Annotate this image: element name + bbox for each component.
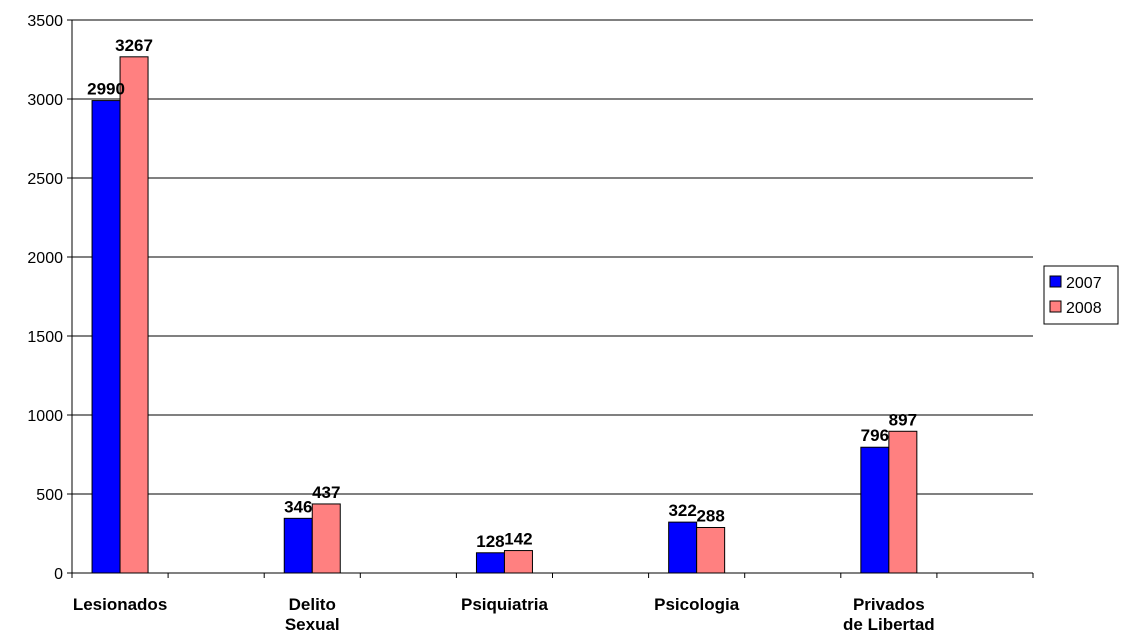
gridlines	[72, 19, 1033, 495]
category-label: Delito Sexual	[285, 595, 340, 634]
legend-label: 2008	[1066, 300, 1102, 317]
data-label: 128	[476, 532, 504, 551]
category-label: Psiquiatria	[461, 595, 548, 614]
bar-2008-3	[696, 526, 726, 574]
bar-2007-3	[668, 521, 698, 574]
legend-label: 2007	[1066, 275, 1102, 292]
y-tick-label: 0	[54, 566, 63, 583]
data-label: 346	[284, 497, 312, 516]
bar-2007-2	[475, 552, 505, 574]
category-label-line: Sexual	[285, 615, 340, 634]
y-tick-label: 1000	[27, 408, 63, 425]
data-label: 897	[889, 410, 917, 429]
data-label: 2990	[87, 80, 125, 99]
bar-2008-2	[503, 550, 533, 574]
category-label: Lesionados	[73, 595, 167, 614]
x-axis-ticks: Lesionados Delito Sexual Psiquiatria Psicolo…	[71, 573, 1034, 634]
bar-2008-0	[119, 56, 149, 574]
bar-2007-1	[283, 517, 313, 574]
category-label: Psicologia	[654, 595, 740, 614]
category-label-line: Privados	[853, 595, 925, 614]
y-tick-label: 2000	[27, 250, 63, 267]
y-axis-ticks: 0 500 1000 1500 2000 2500 3000 3500	[27, 13, 72, 583]
y-tick-label: 2500	[27, 171, 63, 188]
category-label: Privados de Libertad	[843, 595, 935, 634]
y-tick-label: 1500	[27, 329, 63, 346]
category-label-line: Lesionados	[73, 595, 167, 614]
data-label: 796	[861, 426, 889, 445]
legend: 2007 2008	[1043, 265, 1119, 325]
y-tick-label: 500	[36, 487, 63, 504]
legend-swatch	[1049, 275, 1062, 288]
data-label: 288	[696, 506, 724, 525]
bars	[91, 56, 918, 574]
category-label-line: Psicologia	[654, 595, 740, 614]
bar-2007-4	[860, 446, 890, 574]
y-tick-label: 3000	[27, 92, 63, 109]
bar-2008-4	[888, 430, 918, 574]
data-label: 437	[312, 483, 340, 502]
data-label: 142	[504, 530, 532, 549]
y-tick-label: 3500	[27, 13, 63, 30]
category-label-line: de Libertad	[843, 615, 935, 634]
category-label-line: Delito	[289, 595, 336, 614]
data-label: 3267	[115, 36, 153, 55]
legend-swatch	[1049, 300, 1062, 313]
bar-2008-1	[311, 503, 341, 574]
category-label-line: Psiquiatria	[461, 595, 548, 614]
bar-2007-0	[91, 100, 121, 574]
data-labels: 2990 346 128 322 796 3267 437 142 288 897	[87, 36, 917, 551]
data-label: 322	[668, 501, 696, 520]
